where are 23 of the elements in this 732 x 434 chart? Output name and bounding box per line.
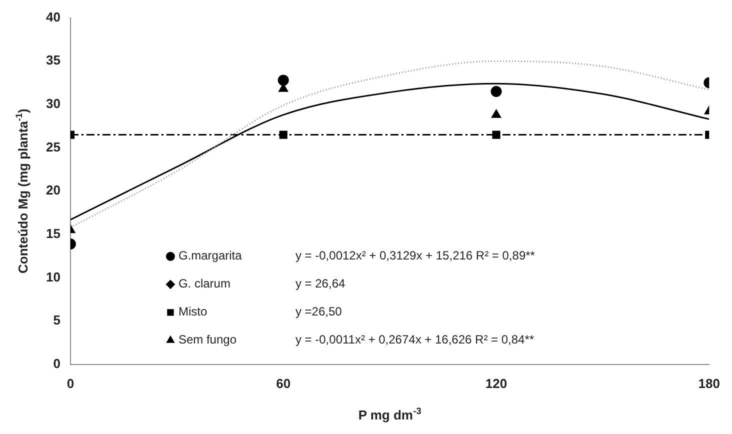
y-tick-label: 5 (53, 312, 60, 328)
y-tick-label: 40 (46, 9, 60, 24)
y-tick-label: 30 (46, 96, 60, 112)
y-tick-label: 35 (46, 52, 60, 68)
annotation: y = -0,0012x² + 0,3129x + 15,216 R² = 0,89** (295, 248, 536, 263)
x-tick-label: 180 (698, 376, 720, 391)
annotation: y = -0,0011x² + 0,2674x + 16,626 R² = 0,84** (295, 332, 534, 347)
x-tick-label: 0 (66, 376, 74, 391)
x-tick-label: 60 (276, 376, 291, 391)
y-axis-title: Conteúdo Mg (mg planta-1) (14, 108, 31, 274)
y-tick-label: 10 (46, 269, 60, 284)
legend-label: G. clarum (178, 276, 230, 291)
legend-label: Misto (178, 304, 208, 319)
y-tick-label: 25 (46, 139, 60, 154)
annotation: y = 26,64 (295, 276, 346, 291)
x-tick-label: 120 (485, 376, 508, 391)
y-tick-label: 0 (53, 356, 60, 371)
y-tick-label: 20 (46, 182, 60, 198)
annotation: y =26,50 (295, 304, 342, 319)
line-series (70, 82, 710, 220)
legend-label: Sem fungo (178, 332, 237, 347)
y-tick-label: 15 (46, 226, 60, 242)
legend-label: G.margarita (178, 248, 242, 263)
